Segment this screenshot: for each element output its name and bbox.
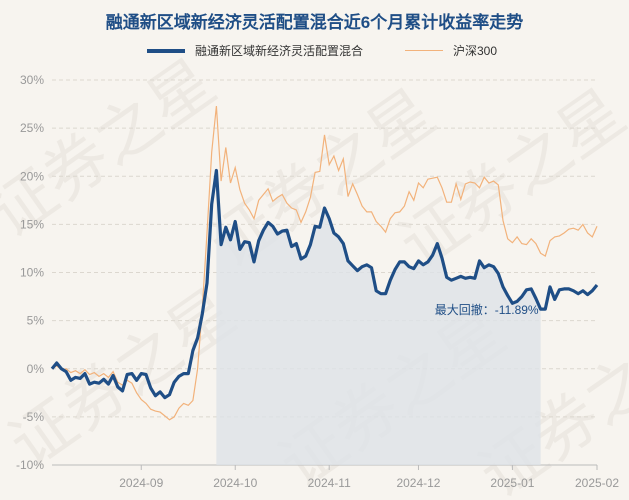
- legend: 融通新区域新经济灵活配置混合 沪深300: [0, 42, 629, 62]
- legend-label-fund: 融通新区域新经济灵活配置混合: [195, 44, 364, 58]
- x-tick-label: 2024-12: [396, 476, 440, 490]
- y-tick-label: 0%: [27, 362, 45, 376]
- x-tick-label: 2025-01: [490, 476, 534, 490]
- x-tick-label: 2024-11: [308, 476, 351, 490]
- y-tick-label: 15%: [20, 217, 44, 231]
- y-tick-label: 5%: [27, 314, 45, 328]
- x-tick-label: 2024-09: [119, 476, 163, 490]
- y-tick-label: 25%: [20, 121, 44, 135]
- x-tick-label: 2025-02: [575, 476, 619, 490]
- series-line-hs300: [51, 105, 598, 421]
- series-line-fund: [50, 168, 599, 400]
- chart-title: 融通新区域新经济灵活配置混合近6个月累计收益率走势: [105, 13, 524, 32]
- max-drawdown-shade: [216, 170, 541, 465]
- y-tick-label: 10%: [20, 266, 44, 280]
- y-tick-label: 30%: [20, 73, 44, 87]
- legend-item-fund: 融通新区域新经济灵活配置混合: [147, 42, 363, 59]
- legend-swatch-fund: [147, 48, 185, 53]
- y-tick-label: -10%: [16, 458, 44, 472]
- max-drawdown-label: 最大回撤：-11.89%: [435, 302, 539, 317]
- y-tick-label: -5%: [23, 410, 45, 424]
- x-tick-label: 2024-10: [213, 476, 257, 490]
- y-tick-label: 20%: [20, 169, 44, 183]
- watermark: 证券之星: [0, 276, 248, 482]
- y-axis-ticks: 30% 25% 20% 15% 10% 5% 0% -5% -10%: [16, 73, 44, 472]
- legend-item-hs300: 沪深300: [405, 42, 497, 59]
- legend-swatch-hs300: [405, 49, 443, 52]
- x-axis-ticks: 2024-09 2024-10 2024-11 2024-12 2025-01 2025-…: [119, 465, 619, 490]
- legend-label-hs300: 沪深300: [453, 44, 498, 58]
